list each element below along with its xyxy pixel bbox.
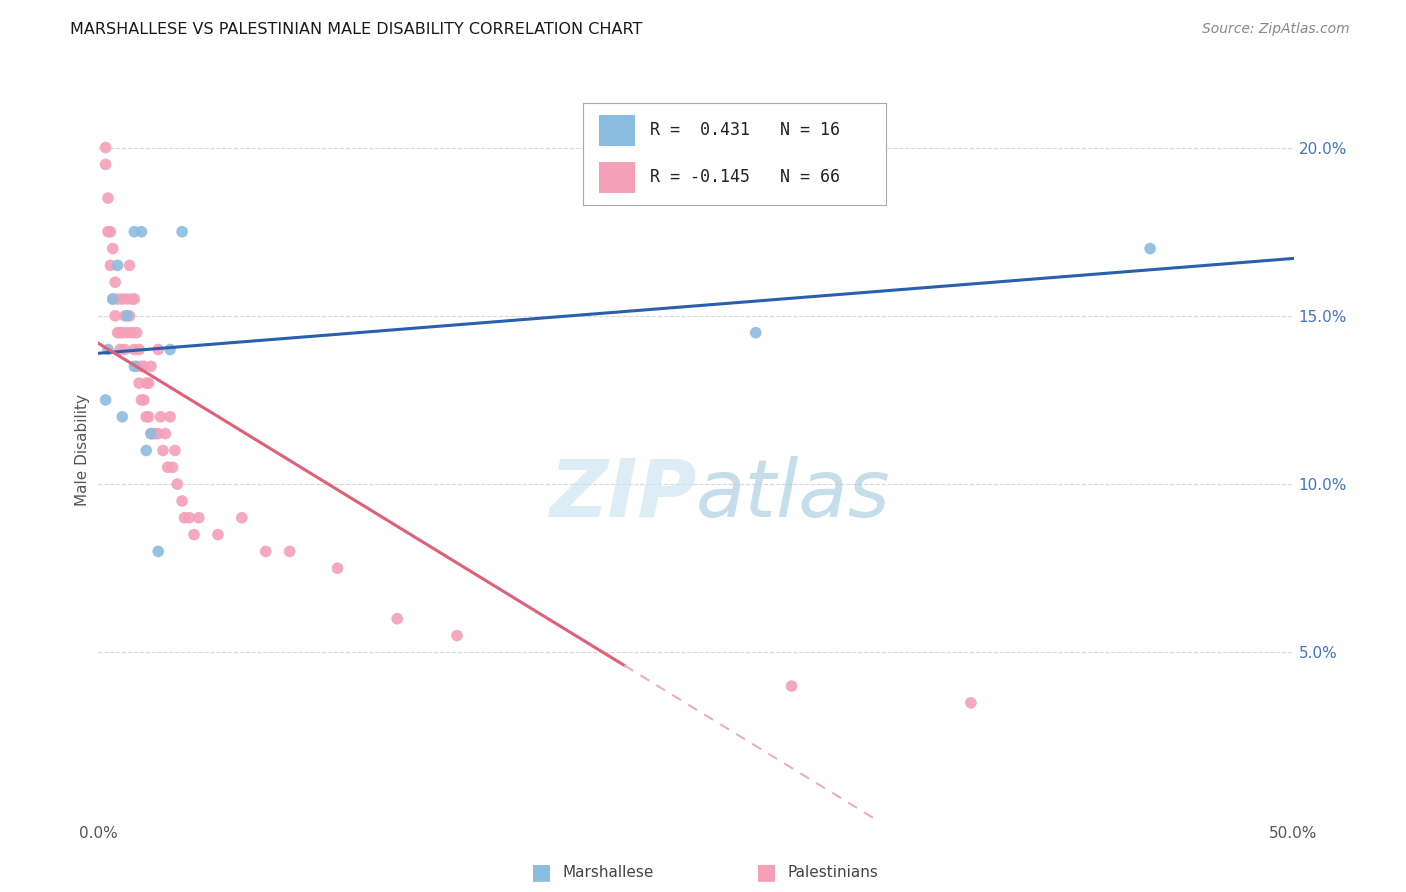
Point bbox=[142, 426, 165, 441]
Point bbox=[148, 426, 170, 441]
Point bbox=[207, 527, 229, 541]
FancyBboxPatch shape bbox=[599, 115, 636, 145]
Point bbox=[135, 443, 157, 458]
Point bbox=[780, 679, 803, 693]
Text: Marshallese: Marshallese bbox=[562, 865, 654, 880]
Point bbox=[107, 326, 129, 340]
Point bbox=[101, 242, 124, 256]
Point bbox=[124, 359, 146, 374]
Y-axis label: Male Disability: Male Disability bbox=[75, 394, 90, 507]
Point bbox=[231, 510, 253, 524]
Point bbox=[94, 392, 117, 407]
Point bbox=[149, 409, 172, 424]
Point bbox=[115, 309, 138, 323]
Point bbox=[148, 343, 170, 357]
Point bbox=[128, 343, 150, 357]
Point bbox=[97, 191, 120, 205]
Point bbox=[135, 376, 157, 391]
Text: MARSHALLESE VS PALESTINIAN MALE DISABILITY CORRELATION CHART: MARSHALLESE VS PALESTINIAN MALE DISABILI… bbox=[70, 22, 643, 37]
Point bbox=[115, 292, 138, 306]
Point bbox=[163, 443, 186, 458]
Text: R = -0.145   N = 66: R = -0.145 N = 66 bbox=[650, 169, 839, 186]
Point bbox=[111, 326, 134, 340]
Point bbox=[139, 426, 162, 441]
Point bbox=[124, 225, 146, 239]
Point bbox=[108, 326, 131, 340]
Point bbox=[132, 359, 155, 374]
Text: ■: ■ bbox=[531, 863, 551, 882]
Point bbox=[125, 359, 148, 374]
Point bbox=[94, 140, 117, 154]
Point bbox=[159, 343, 181, 357]
Point bbox=[114, 343, 136, 357]
Point bbox=[179, 510, 201, 524]
Point bbox=[156, 460, 179, 475]
Point bbox=[155, 426, 177, 441]
Point bbox=[138, 376, 160, 391]
Point bbox=[101, 292, 124, 306]
Point bbox=[131, 225, 153, 239]
Point bbox=[108, 343, 131, 357]
Point bbox=[139, 426, 162, 441]
Text: Source: ZipAtlas.com: Source: ZipAtlas.com bbox=[1202, 22, 1350, 37]
Point bbox=[121, 326, 143, 340]
Point bbox=[128, 376, 150, 391]
Point bbox=[173, 510, 195, 524]
Point bbox=[104, 309, 127, 323]
Point bbox=[94, 157, 117, 171]
Point bbox=[118, 309, 141, 323]
Point bbox=[745, 326, 768, 340]
Point bbox=[107, 292, 129, 306]
Point bbox=[131, 392, 153, 407]
FancyBboxPatch shape bbox=[599, 162, 636, 193]
Text: atlas: atlas bbox=[696, 456, 891, 534]
Point bbox=[152, 443, 174, 458]
Point bbox=[254, 544, 277, 558]
Point bbox=[111, 292, 134, 306]
Text: ■: ■ bbox=[756, 863, 776, 882]
Point bbox=[111, 409, 134, 424]
Point bbox=[97, 225, 120, 239]
Point bbox=[183, 527, 205, 541]
Point bbox=[135, 409, 157, 424]
Point bbox=[139, 359, 162, 374]
Point bbox=[125, 326, 148, 340]
Point bbox=[1139, 242, 1161, 256]
Point bbox=[98, 258, 122, 272]
Point bbox=[124, 292, 146, 306]
Point bbox=[104, 275, 127, 289]
Point bbox=[118, 258, 141, 272]
Point bbox=[446, 628, 468, 642]
Point bbox=[145, 426, 167, 441]
Text: R =  0.431   N = 16: R = 0.431 N = 16 bbox=[650, 121, 839, 139]
Point bbox=[385, 612, 409, 626]
Point bbox=[326, 561, 349, 575]
Text: Palestinians: Palestinians bbox=[787, 865, 879, 880]
Point bbox=[148, 544, 170, 558]
Point bbox=[138, 409, 160, 424]
Point bbox=[107, 258, 129, 272]
Point bbox=[114, 309, 136, 323]
Point bbox=[166, 477, 188, 491]
Point bbox=[159, 409, 181, 424]
Point bbox=[187, 510, 209, 524]
Point bbox=[121, 292, 143, 306]
Point bbox=[162, 460, 184, 475]
Point bbox=[132, 392, 155, 407]
Point bbox=[278, 544, 301, 558]
Point bbox=[115, 326, 138, 340]
Point bbox=[131, 359, 153, 374]
Point bbox=[98, 225, 122, 239]
Point bbox=[124, 343, 146, 357]
Point bbox=[172, 494, 194, 508]
Point bbox=[97, 343, 120, 357]
Point bbox=[960, 696, 983, 710]
Point bbox=[172, 225, 194, 239]
Text: ZIP: ZIP bbox=[548, 456, 696, 534]
Point bbox=[101, 292, 124, 306]
